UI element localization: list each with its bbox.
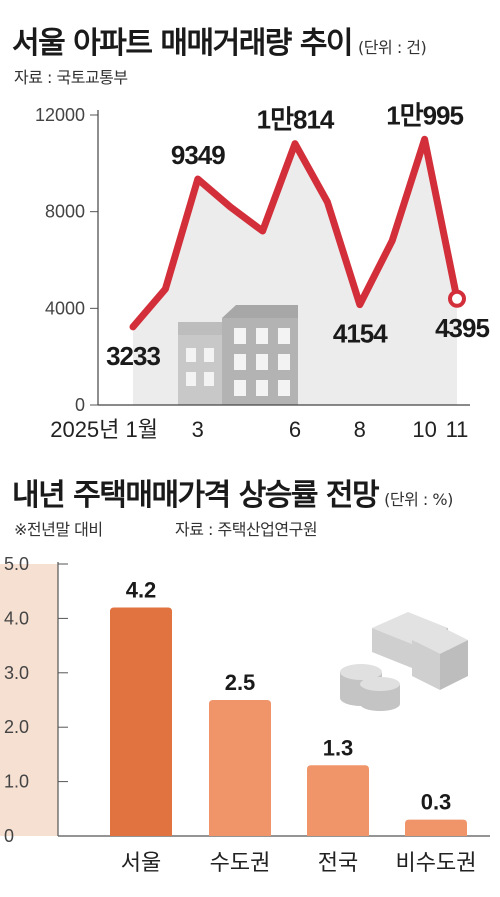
bar-value-label: 4.2 xyxy=(126,578,157,603)
category-label: 전국 xyxy=(318,851,358,876)
y-tick-label: 4.0 xyxy=(4,608,29,628)
data-label: 4154 xyxy=(333,319,388,349)
data-label: 3233 xyxy=(106,341,160,371)
bar-chart-unit: (단위 : %) xyxy=(384,490,453,509)
line-chart-source: 자료 : 국토교통부 xyxy=(14,68,128,87)
bar-chart-title: 내년 주택매매가격 상승률 전망 (단위 : %) xyxy=(12,470,453,514)
bar xyxy=(209,700,271,836)
axis-band xyxy=(0,564,58,836)
data-point xyxy=(194,176,201,183)
bar-chart-title-text: 내년 주택매매가격 상승률 전망 xyxy=(12,478,380,513)
bar xyxy=(110,607,172,836)
data-point xyxy=(356,301,363,308)
data-point xyxy=(162,286,169,292)
category-label: 서울 xyxy=(121,851,161,876)
data-point xyxy=(227,203,234,210)
y-tick-label: 1.0 xyxy=(4,772,29,792)
y-tick-label: 3.0 xyxy=(4,663,29,683)
category-label: 수도권 xyxy=(210,851,271,876)
bar-value-label: 2.5 xyxy=(225,670,256,695)
y-tick-label: 4000 xyxy=(45,298,85,318)
bar xyxy=(307,765,369,836)
y-tick-label: 2.0 xyxy=(4,717,29,737)
bar xyxy=(405,819,467,836)
bar-value-label: 1.3 xyxy=(323,735,354,760)
data-label: 1만814 xyxy=(257,105,335,135)
data-point xyxy=(259,228,266,234)
x-tick-label: 6 xyxy=(289,417,301,442)
bar-chart-note: ※전년말 대비 xyxy=(14,520,103,539)
data-point xyxy=(130,323,136,330)
y-tick-label: 12000 xyxy=(35,105,85,125)
x-tick-label: 2025년 1월 xyxy=(50,417,158,442)
x-tick-label: 10 xyxy=(412,417,436,442)
line-chart-title: 서울 아파트 매매거래량 추이 (단위 : 건) xyxy=(12,18,427,62)
y-tick-label: 8000 xyxy=(45,202,85,222)
data-label: 4395 xyxy=(435,313,489,343)
y-tick-label: 0 xyxy=(75,395,85,415)
bar-chart-source: 자료 : 주택산업연구원 xyxy=(175,520,318,539)
x-tick-label: 3 xyxy=(192,417,204,442)
x-tick-label: 8 xyxy=(354,417,366,442)
y-tick-label: 5.0 xyxy=(4,554,29,574)
data-label: 1만995 xyxy=(386,100,463,130)
bar-value-label: 0.3 xyxy=(421,790,452,815)
data-point xyxy=(389,237,396,244)
data-label: 9349 xyxy=(171,140,225,170)
data-point xyxy=(292,140,298,147)
category-label: 비수도권 xyxy=(396,851,477,876)
data-point-end xyxy=(448,289,466,308)
data-point xyxy=(421,136,428,143)
apartment-buildings-icon xyxy=(178,305,298,405)
money-stack-icon xyxy=(340,612,468,711)
line-chart-unit: (단위 : 건) xyxy=(358,38,427,57)
y-tick-label: 0 xyxy=(4,826,14,846)
line-chart: 0 4000 8000 12000 2025년 1월 3 6 8 10 11 3233 9349 1만8… xyxy=(35,100,491,442)
line-chart-title-text: 서울 아파트 매매거래량 추이 xyxy=(12,26,354,61)
x-tick-label: 11 xyxy=(446,417,469,442)
data-point xyxy=(324,199,331,205)
